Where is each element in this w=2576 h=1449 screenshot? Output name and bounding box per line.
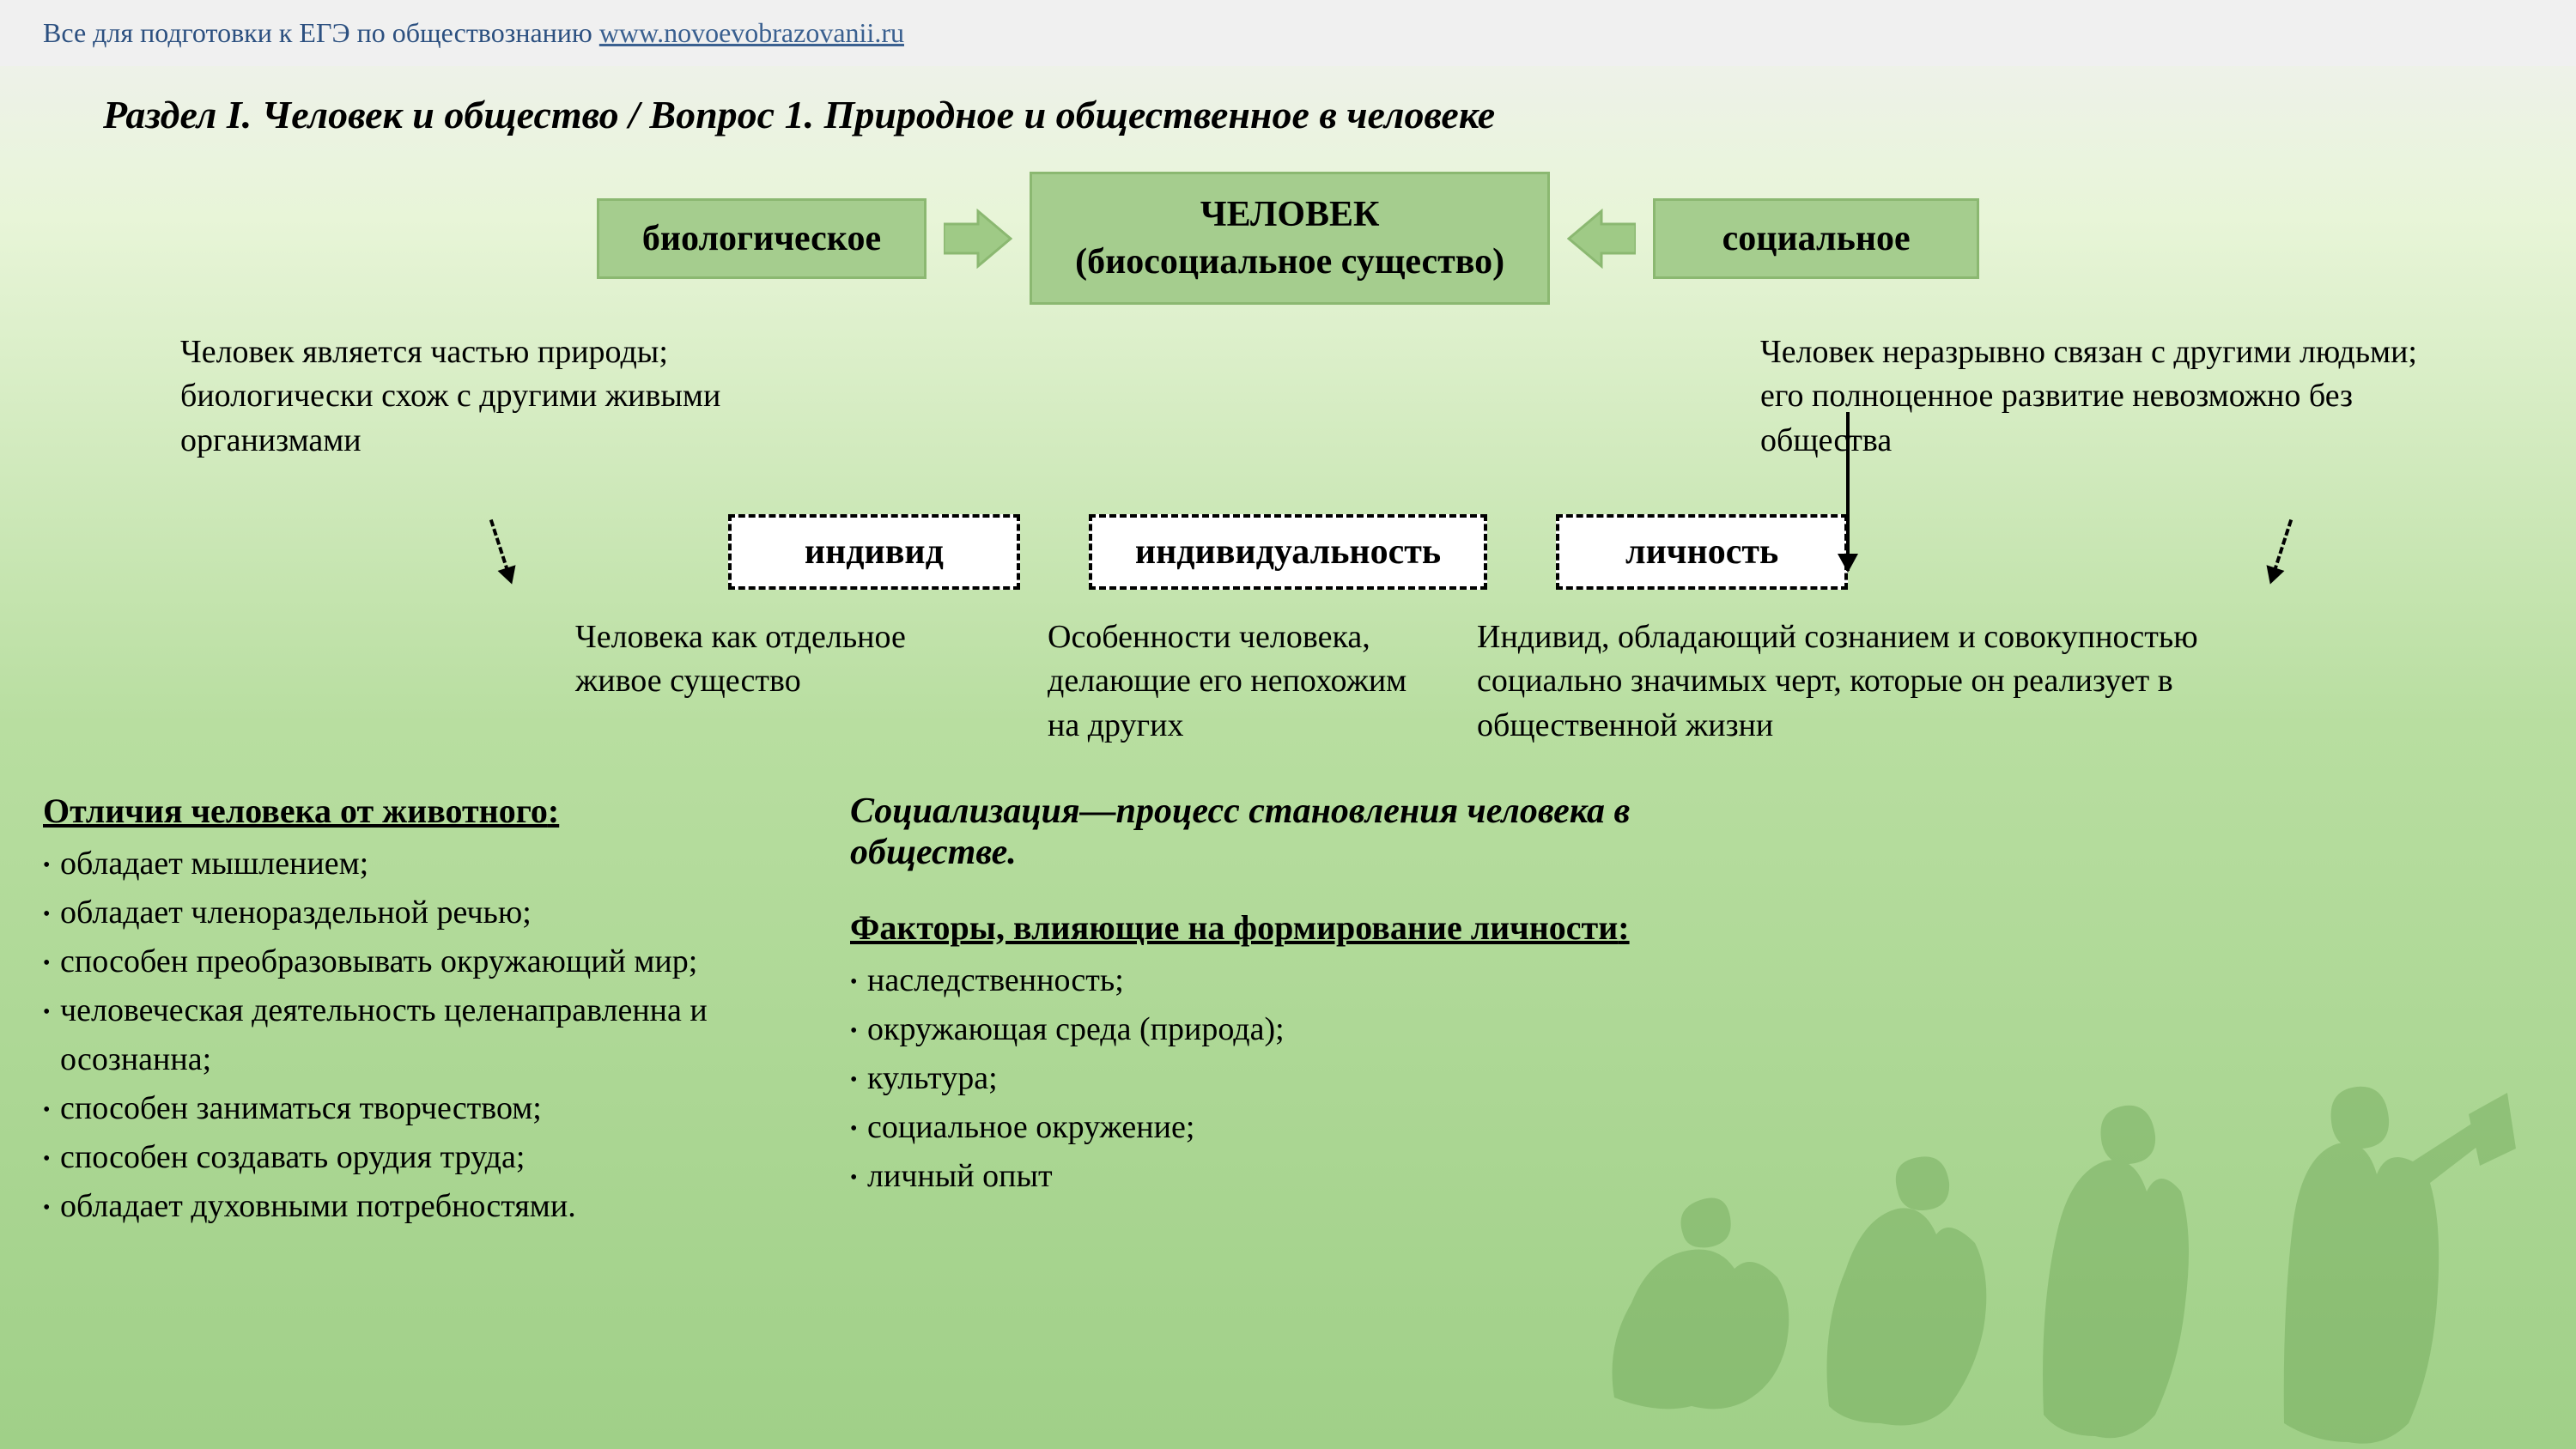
- list-item: социальное окружение;: [850, 1103, 1709, 1152]
- factors-list: наследственность; окружающая среда (прир…: [850, 956, 1709, 1201]
- dash-desc-3: Индивид, обладающий сознанием и совокупн…: [1477, 615, 2224, 748]
- diagram-area: биологическое ЧЕЛОВЕК (биосоциальное сущ…: [0, 172, 2576, 748]
- list-item: способен заниматься творчеством;: [43, 1084, 799, 1133]
- bottom-section: Отличия человека от животного: обладает …: [0, 748, 2576, 1231]
- header-link[interactable]: www.novoevobrazovanii.ru: [599, 17, 904, 48]
- list-item: способен создавать орудия труда;: [43, 1133, 799, 1182]
- top-concept-row: биологическое ЧЕЛОВЕК (биосоциальное сущ…: [103, 172, 2473, 305]
- box-social: социальное: [1653, 198, 1979, 279]
- header-bar: Все для подготовки к ЕГЭ по обществознан…: [0, 0, 2576, 66]
- list-item: окружающая среда (природа);: [850, 1005, 1709, 1054]
- list-item: человеческая деятельность целенаправленн…: [43, 986, 799, 1084]
- differences-column: Отличия человека от животного: обладает …: [43, 791, 799, 1231]
- desc-social: Человек неразрывно связан с другими людь…: [1760, 330, 2430, 463]
- dashed-descriptions-row: Человека как отдельное живое существо Ос…: [103, 615, 2473, 748]
- list-item: культура;: [850, 1054, 1709, 1103]
- dashed-box-individ: индивид: [728, 514, 1020, 590]
- list-item: обладает духовными потребностями.: [43, 1182, 799, 1231]
- box-human-line1: ЧЕЛОВЕК: [1075, 191, 1504, 239]
- differences-list: обладает мышлением; обладает членораздел…: [43, 840, 799, 1231]
- factors-heading: Факторы, влияющие на формирование личнос…: [850, 907, 1709, 948]
- arrow-right-icon: [944, 209, 1012, 269]
- dashed-box-individuality: индивидуальность: [1089, 514, 1487, 590]
- list-item: обладает мышлением;: [43, 840, 799, 888]
- box-biological: биологическое: [597, 198, 927, 279]
- list-item: личный опыт: [850, 1152, 1709, 1201]
- list-item: способен преобразовывать окружающий мир;: [43, 937, 799, 986]
- down-arrow-icon: [1846, 412, 1850, 571]
- factors-column: Социализация—процесс становления человек…: [850, 791, 1709, 1231]
- dashed-boxes-row: индивид индивидуальность личность: [103, 514, 2473, 590]
- page-title: Раздел I. Человек и общество / Вопрос 1.…: [0, 66, 2576, 172]
- dash-desc-1: Человека как отдельное живое существо: [575, 615, 979, 748]
- arrow-left-icon: [1567, 209, 1636, 269]
- description-row: Человек является частью природы; биологи…: [103, 330, 2473, 463]
- box-human-line2: (биосоциальное существо): [1075, 239, 1504, 286]
- dashed-box-personality: личность: [1556, 514, 1848, 590]
- header-prefix: Все для подготовки к ЕГЭ по обществознан…: [43, 17, 599, 48]
- list-item: наследственность;: [850, 956, 1709, 1005]
- dash-desc-2: Особенности человека, делающие его непох…: [1048, 615, 1425, 748]
- box-human: ЧЕЛОВЕК (биосоциальное существо): [1030, 172, 1550, 305]
- list-item: обладает членораздельной речью;: [43, 888, 799, 937]
- differences-heading: Отличия человека от животного:: [43, 791, 799, 831]
- desc-biological: Человек является частью природы; биологи…: [180, 330, 816, 463]
- socialization-heading: Социализация—процесс становления человек…: [850, 791, 1709, 873]
